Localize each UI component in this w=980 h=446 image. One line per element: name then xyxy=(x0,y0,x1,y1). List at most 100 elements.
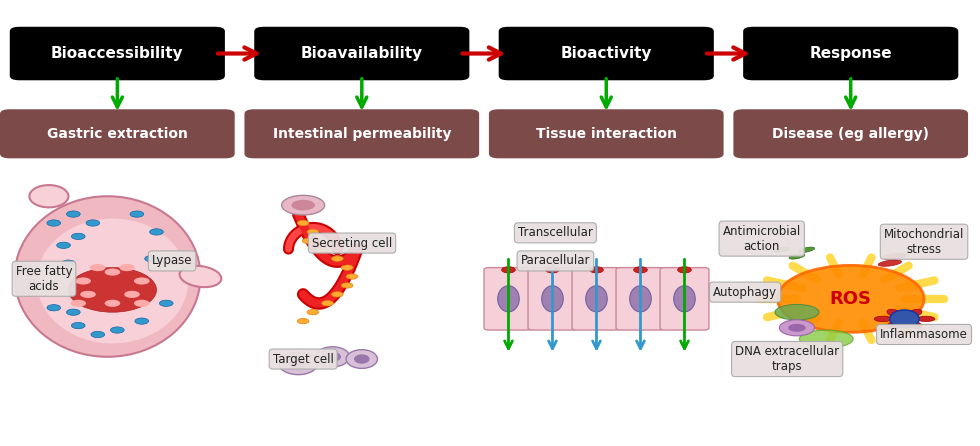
Ellipse shape xyxy=(799,247,814,252)
FancyBboxPatch shape xyxy=(733,109,968,158)
Circle shape xyxy=(57,242,71,248)
Circle shape xyxy=(62,260,75,266)
Text: Disease (eg allergy): Disease (eg allergy) xyxy=(772,127,929,141)
FancyBboxPatch shape xyxy=(244,109,479,158)
FancyBboxPatch shape xyxy=(0,109,234,158)
FancyBboxPatch shape xyxy=(743,27,958,80)
Circle shape xyxy=(47,305,61,311)
Ellipse shape xyxy=(316,347,350,367)
Circle shape xyxy=(86,220,100,226)
Circle shape xyxy=(281,195,324,215)
Circle shape xyxy=(160,300,173,306)
Circle shape xyxy=(307,310,318,315)
Ellipse shape xyxy=(586,286,608,312)
Text: Antimicrobial
action: Antimicrobial action xyxy=(722,225,801,252)
Circle shape xyxy=(777,265,924,332)
Circle shape xyxy=(150,229,164,235)
FancyBboxPatch shape xyxy=(489,109,723,158)
FancyBboxPatch shape xyxy=(254,27,469,80)
Text: Intestinal permeability: Intestinal permeability xyxy=(272,127,451,141)
Text: Response: Response xyxy=(809,46,892,61)
Text: Transcellular: Transcellular xyxy=(518,226,593,240)
Ellipse shape xyxy=(324,352,341,362)
Circle shape xyxy=(297,318,309,324)
Ellipse shape xyxy=(887,321,901,329)
Text: Tissue interaction: Tissue interaction xyxy=(536,127,677,141)
Text: Bioavailability: Bioavailability xyxy=(301,46,422,61)
Ellipse shape xyxy=(908,321,922,329)
Ellipse shape xyxy=(775,305,819,320)
Circle shape xyxy=(145,256,159,262)
Text: Mitochondrial
stress: Mitochondrial stress xyxy=(884,228,964,256)
Circle shape xyxy=(111,327,124,333)
Ellipse shape xyxy=(630,286,652,312)
Circle shape xyxy=(120,264,135,271)
Circle shape xyxy=(105,268,121,276)
Ellipse shape xyxy=(498,286,519,312)
Circle shape xyxy=(502,267,515,273)
Text: Lypase: Lypase xyxy=(152,254,192,268)
Circle shape xyxy=(302,238,314,244)
Text: DNA extracellular
traps: DNA extracellular traps xyxy=(735,345,839,373)
Circle shape xyxy=(677,267,691,273)
Circle shape xyxy=(124,291,140,298)
FancyBboxPatch shape xyxy=(484,268,533,330)
Circle shape xyxy=(317,247,328,252)
Ellipse shape xyxy=(354,354,369,364)
Circle shape xyxy=(134,300,150,307)
Circle shape xyxy=(90,264,106,271)
Ellipse shape xyxy=(278,352,318,375)
FancyBboxPatch shape xyxy=(10,27,224,80)
Circle shape xyxy=(134,277,150,285)
Circle shape xyxy=(788,324,806,332)
Circle shape xyxy=(321,301,333,306)
FancyBboxPatch shape xyxy=(616,268,664,330)
Text: Free fatty
acids: Free fatty acids xyxy=(16,265,73,293)
Ellipse shape xyxy=(288,358,308,369)
Circle shape xyxy=(331,256,343,261)
Text: Paracellular: Paracellular xyxy=(520,254,590,268)
Ellipse shape xyxy=(874,316,892,322)
Ellipse shape xyxy=(908,309,922,317)
Circle shape xyxy=(72,322,85,329)
Circle shape xyxy=(291,200,315,211)
Circle shape xyxy=(546,267,560,273)
Ellipse shape xyxy=(69,268,157,312)
Circle shape xyxy=(130,211,144,217)
Ellipse shape xyxy=(673,286,695,312)
Circle shape xyxy=(307,229,318,235)
FancyBboxPatch shape xyxy=(528,268,577,330)
Ellipse shape xyxy=(887,309,901,317)
Circle shape xyxy=(779,320,814,336)
Circle shape xyxy=(105,300,121,307)
Circle shape xyxy=(341,283,353,288)
Ellipse shape xyxy=(800,330,854,348)
Circle shape xyxy=(71,300,86,307)
Circle shape xyxy=(67,309,80,315)
Ellipse shape xyxy=(890,310,919,328)
Circle shape xyxy=(80,291,96,298)
Circle shape xyxy=(67,211,80,217)
Circle shape xyxy=(72,233,85,240)
Circle shape xyxy=(91,331,105,338)
Circle shape xyxy=(75,277,91,285)
Ellipse shape xyxy=(36,219,188,343)
Text: Secreting cell: Secreting cell xyxy=(312,236,392,250)
Text: Target cell: Target cell xyxy=(272,352,333,366)
FancyBboxPatch shape xyxy=(499,27,713,80)
Ellipse shape xyxy=(15,196,201,357)
FancyBboxPatch shape xyxy=(661,268,709,330)
Circle shape xyxy=(346,274,358,279)
Text: Inflammasome: Inflammasome xyxy=(880,328,968,341)
Text: Gastric extraction: Gastric extraction xyxy=(47,127,188,141)
Ellipse shape xyxy=(542,286,564,312)
Circle shape xyxy=(135,318,149,324)
Circle shape xyxy=(341,265,353,270)
Ellipse shape xyxy=(29,185,69,207)
Text: Autophagy: Autophagy xyxy=(713,285,777,299)
FancyBboxPatch shape xyxy=(572,268,621,330)
Ellipse shape xyxy=(883,253,906,260)
Circle shape xyxy=(47,220,61,226)
Ellipse shape xyxy=(346,350,377,368)
Ellipse shape xyxy=(917,316,935,322)
